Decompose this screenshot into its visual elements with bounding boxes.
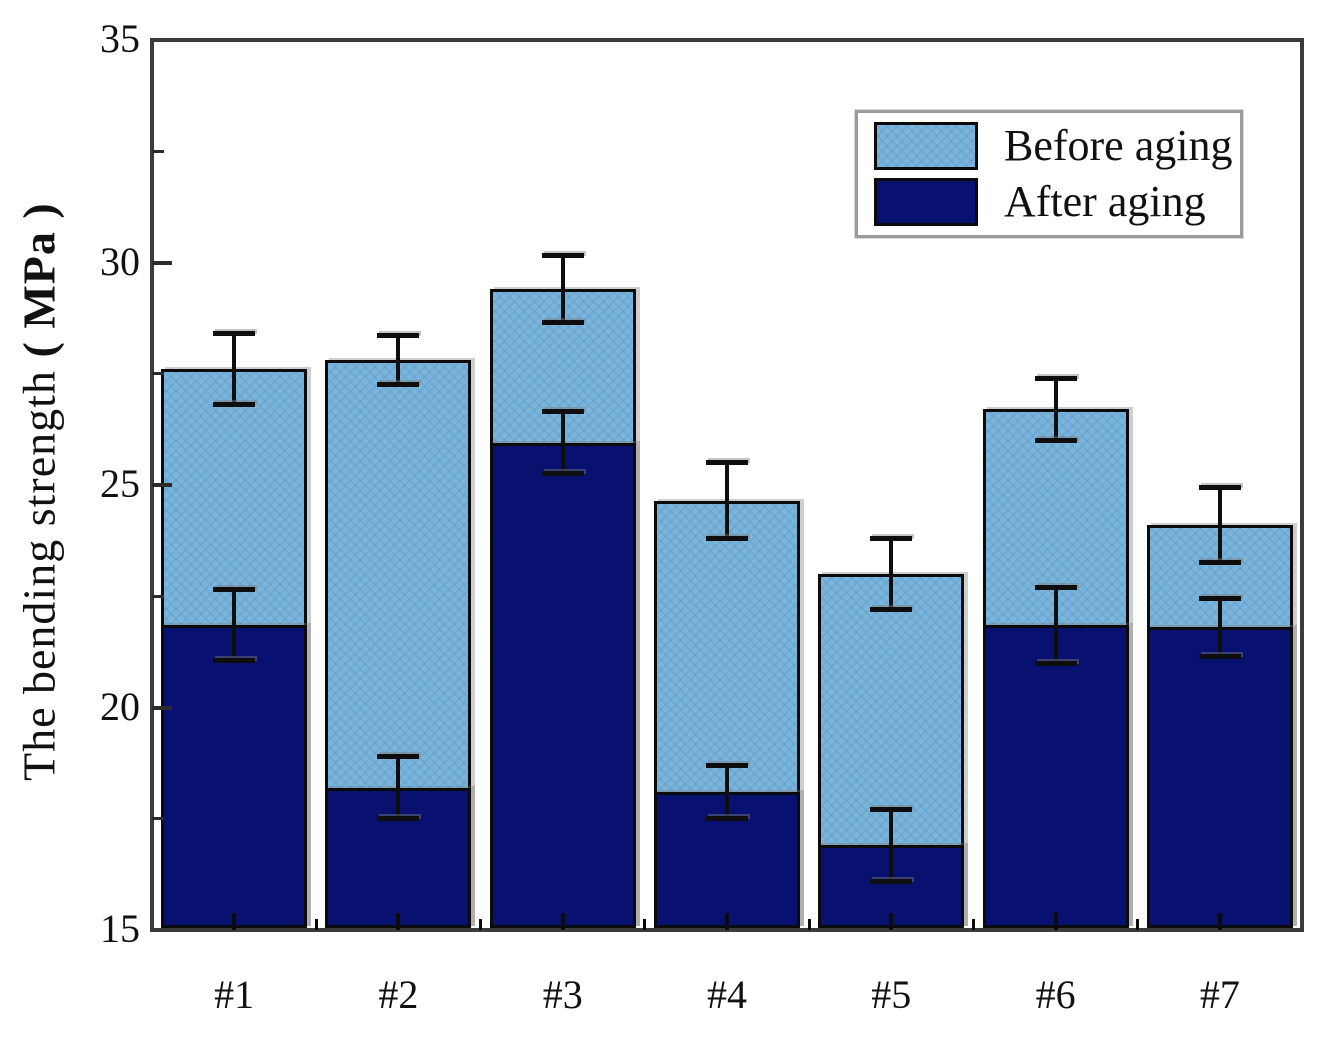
error-bar-before: [1217, 487, 1222, 563]
error-bar-cap: [213, 331, 256, 337]
y-tick-label: 25: [100, 461, 140, 506]
x-major-tick: [396, 913, 401, 930]
error-bar-cap: [541, 471, 584, 477]
y-tick-label: 15: [100, 906, 140, 951]
error-bar-cap: [1034, 375, 1077, 381]
x-major-tick: [1053, 913, 1058, 930]
x-tick-label: #4: [707, 972, 747, 1017]
error-bar-cap: [706, 535, 748, 541]
error-bar-cap: [213, 658, 256, 664]
x-tick-label: #7: [1199, 972, 1240, 1017]
error-bar-cap: [213, 402, 256, 408]
error-bar-cap: [541, 320, 584, 326]
error-bar-cap: [706, 460, 748, 466]
error-bar-cap: [541, 409, 584, 415]
y-minor-tick: [152, 372, 164, 376]
error-bar-cap: [706, 762, 748, 768]
error-bar-cap: [1198, 653, 1241, 659]
y-major-tick: [152, 483, 172, 487]
bar-after-3: [489, 442, 636, 928]
x-minor-tick: [807, 919, 811, 930]
y-minor-tick: [152, 149, 164, 153]
error-bar-cap: [213, 587, 256, 593]
y-minor-tick: [152, 594, 164, 598]
bar-after-1: [161, 625, 308, 928]
x-major-tick: [725, 913, 729, 930]
error-bar-after: [1053, 587, 1058, 663]
legend-item-after: After aging: [874, 177, 1230, 227]
error-bar-after: [232, 589, 237, 661]
x-minor-tick: [314, 919, 318, 930]
y-minor-tick: [152, 817, 164, 821]
error-bar-cap: [1198, 560, 1241, 566]
error-bar-cap: [870, 607, 913, 613]
error-bar-before: [560, 255, 565, 323]
y-tick-label: 35: [100, 16, 140, 61]
legend-label-after: After aging: [1004, 177, 1206, 226]
error-bar-cap: [1034, 660, 1077, 666]
legend-swatch-before: [874, 122, 978, 170]
x-minor-tick: [971, 919, 975, 930]
x-tick-label: #3: [542, 972, 583, 1017]
x-minor-tick: [643, 919, 647, 930]
error-bar-before: [889, 538, 894, 610]
x-major-tick: [1217, 913, 1222, 930]
error-bar-after: [889, 809, 894, 882]
error-bar-cap: [1198, 484, 1241, 490]
legend-item-before: Before aging: [874, 121, 1233, 171]
error-bar-cap: [377, 816, 420, 822]
error-bar-cap: [1034, 584, 1077, 590]
bar-after-7: [1146, 627, 1293, 928]
y-tick-label: 20: [100, 683, 140, 729]
error-bar-cap: [1198, 595, 1241, 601]
error-bar-after: [725, 765, 729, 819]
x-tick-label: #5: [871, 972, 912, 1017]
error-bar-after: [560, 411, 565, 474]
x-major-tick: [232, 913, 237, 930]
error-bar-cap: [541, 253, 584, 259]
error-bar-cap: [870, 807, 913, 813]
error-bar-before: [232, 333, 237, 405]
y-major-tick: [152, 260, 172, 265]
x-tick-label: #1: [214, 972, 255, 1017]
x-major-tick: [560, 913, 565, 930]
y-major-tick: [152, 705, 172, 710]
legend-label-before: Before aging: [1004, 121, 1233, 170]
legend-swatch-after: [874, 178, 978, 226]
error-bar-cap: [377, 382, 420, 388]
error-bar-cap: [1034, 438, 1077, 443]
error-bar-after: [396, 756, 401, 819]
legend: Before aging After aging: [854, 109, 1244, 239]
y-tick-label: 30: [100, 238, 140, 284]
x-tick-label: #2: [378, 972, 419, 1017]
x-minor-tick: [1136, 919, 1140, 930]
bar-after-6: [982, 625, 1129, 928]
error-bar-before: [1053, 378, 1058, 441]
error-bar-cap: [377, 333, 420, 339]
error-bar-cap: [377, 753, 420, 759]
error-bar-before: [396, 335, 401, 385]
error-bar-cap: [870, 878, 913, 884]
error-bar-before: [725, 462, 729, 539]
error-bar-cap: [706, 816, 748, 822]
error-bar-cap: [870, 535, 913, 541]
x-minor-tick: [479, 919, 483, 930]
x-major-tick: [889, 913, 894, 930]
error-bar-after: [1217, 598, 1222, 657]
x-tick-label: #6: [1035, 972, 1076, 1017]
